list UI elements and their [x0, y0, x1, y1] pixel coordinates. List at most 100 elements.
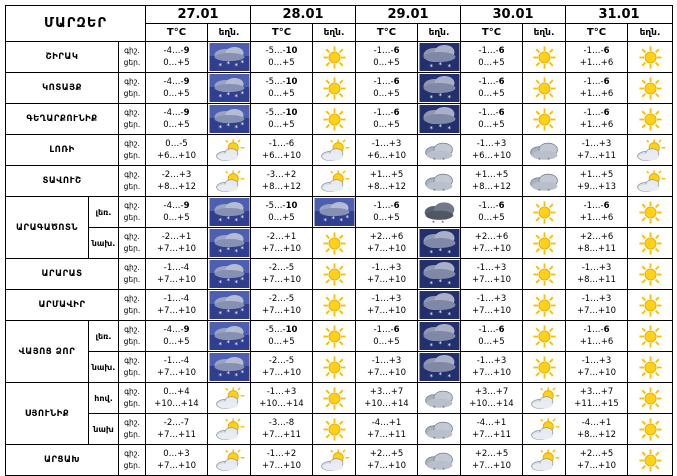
night-temp-range: +2…+6: [474, 232, 509, 242]
snow-icon: * * * *: [207, 320, 251, 352]
svg-text:*: *: [339, 217, 343, 225]
night-temperature: +1…+5: [567, 169, 627, 181]
night-temp-range: +2…+6: [369, 232, 404, 242]
day-temperature: 0…+5: [268, 213, 295, 223]
temperature-cell: -1…-6 0…+5: [355, 103, 418, 135]
svg-text:*: *: [234, 310, 238, 318]
night-temp-range: -1…-: [583, 108, 604, 118]
night-temp-range: -1…-4: [163, 263, 190, 273]
temperature-cell: -2…-7 +7…+11: [145, 413, 208, 445]
night-temperature: -1…-6: [252, 138, 312, 150]
temperature-cell: 0…+3 +7…+10: [145, 444, 208, 476]
day-temperature: +7…+10: [367, 275, 406, 285]
night-temp-range: -1…+3: [476, 139, 507, 149]
date-header: 28.01: [250, 5, 356, 24]
day-temperature: +7…+10: [157, 306, 196, 316]
temperature-cell: -5…-10 0…+5: [250, 41, 313, 73]
svg-text:*: *: [438, 371, 442, 379]
snow-icon: * * * *: [207, 103, 251, 135]
time-labels: գիշ. ցեր.: [118, 134, 146, 166]
svg-text:*: *: [234, 62, 238, 70]
day-temperature: +7…+10: [262, 244, 301, 254]
region-name: ՏԱՎՈՒՇ: [5, 165, 119, 197]
night-temperature: -2…-5: [252, 262, 312, 274]
night-label: գիշ.: [124, 46, 140, 55]
day-temperature: +6…+10: [262, 151, 301, 161]
day-temperature: +8…+12: [472, 182, 511, 192]
night-temperature: -1…+3: [357, 293, 417, 305]
night-temp-range: -1…-: [583, 325, 604, 335]
sun-icon: [627, 320, 673, 352]
night-temperature: -1…-6: [567, 45, 627, 57]
time-labels: գիշ. ցեր.: [118, 196, 146, 228]
temperature-column-header: T°C: [460, 23, 523, 42]
day-temperature: +7…+10: [472, 306, 511, 316]
temperature-cell: -2…+1 +7…+10: [145, 227, 208, 259]
dark-cloud-icon: * *: [417, 196, 461, 228]
svg-text:*: *: [447, 311, 451, 319]
day-temperature: +7…+11: [157, 430, 196, 440]
night-temp-range: 0…-5: [165, 139, 188, 149]
night-temperature: -1…+3: [462, 138, 522, 150]
night-temperature: -1…-6: [462, 324, 522, 336]
subregion-name: լեռ.: [88, 320, 119, 352]
night-temp-extreme: 6: [603, 201, 610, 211]
sun-icon: [312, 72, 356, 104]
day-temperature: 0…+5: [268, 337, 295, 347]
svg-text:*: *: [442, 436, 445, 442]
temperature-cell: -3…+2 +8…+12: [250, 165, 313, 197]
day-label: ցեր.: [123, 337, 141, 346]
day-label: ցեր.: [123, 58, 141, 67]
night-temp-range: +3…+7: [369, 387, 404, 397]
svg-text:*: *: [429, 280, 433, 288]
svg-text:*: *: [226, 91, 230, 99]
sun-icon: [627, 444, 673, 476]
sun-icon: [312, 258, 356, 290]
night-temperature: -1…-6: [567, 76, 627, 88]
svg-text:*: *: [433, 467, 436, 473]
night-temp-range: -4…+1: [476, 418, 507, 428]
sun-icon: [312, 351, 356, 383]
partly-cloudy-icon: [207, 165, 251, 197]
night-temperature: -1…+3: [462, 262, 522, 274]
svg-text:*: *: [218, 248, 222, 256]
night-temp-range: -1…-: [373, 201, 394, 211]
cloud-icon: * *: [522, 165, 566, 197]
day-temperature: +11…+15: [574, 399, 619, 409]
day-temperature: 0…+5: [268, 89, 295, 99]
svg-text:*: *: [429, 311, 433, 319]
weather-column-header: եղն.: [417, 23, 461, 42]
night-temp-range: -1…-: [373, 77, 394, 87]
day-temperature: 0…+5: [373, 89, 400, 99]
temperature-cell: -2…-5 +7…+10: [250, 258, 313, 290]
day-temperature: +7…+10: [577, 368, 616, 378]
night-temp-extreme: 6: [603, 108, 610, 118]
night-temp-extreme: 6: [393, 46, 400, 56]
temperature-cell: -1…-6 0…+5: [355, 41, 418, 73]
night-temperature: -1…-6: [567, 200, 627, 212]
svg-text:*: *: [429, 342, 433, 350]
day-temperature: +7…+10: [157, 461, 196, 471]
day-temperature: +7…+10: [367, 368, 406, 378]
snow-icon: * * * *: [207, 227, 251, 259]
night-temp-extreme: 10: [285, 46, 298, 56]
day-temperature: +7…+10: [262, 275, 301, 285]
partly-cloudy-icon: [312, 444, 356, 476]
time-labels: գիշ. ցեր.: [118, 72, 146, 104]
svg-text:*: *: [226, 60, 230, 68]
night-temperature: -2…-7: [147, 417, 207, 429]
night-label: գիշ.: [124, 232, 140, 241]
temperature-cell: -4…-9 0…+5: [145, 72, 208, 104]
night-temp-range: -1…-: [478, 108, 499, 118]
snow-icon: * * * *: [207, 289, 251, 321]
forecast-table: ՄԱՐԶԵՐ 27.01 28.01 29.01 30.01 31.01 T°C…: [5, 5, 673, 476]
snow-cloud-icon: * * *: [417, 258, 461, 290]
night-temp-extreme: 9: [183, 77, 190, 87]
weather-column-header: եղն.: [207, 23, 251, 42]
forecast-row: ԱՐՄԱՎԻՐ գիշ. ցեր. -1…-4 +7…+10 * * * * -2…-5 +7…+1…: [5, 289, 673, 321]
day-temperature: +7…+10: [367, 461, 406, 471]
weather-column-header: եղն.: [522, 23, 566, 42]
day-temperature: +7…+10: [262, 368, 301, 378]
svg-text:*: *: [226, 308, 230, 316]
day-temperature: +6…+10: [472, 151, 511, 161]
